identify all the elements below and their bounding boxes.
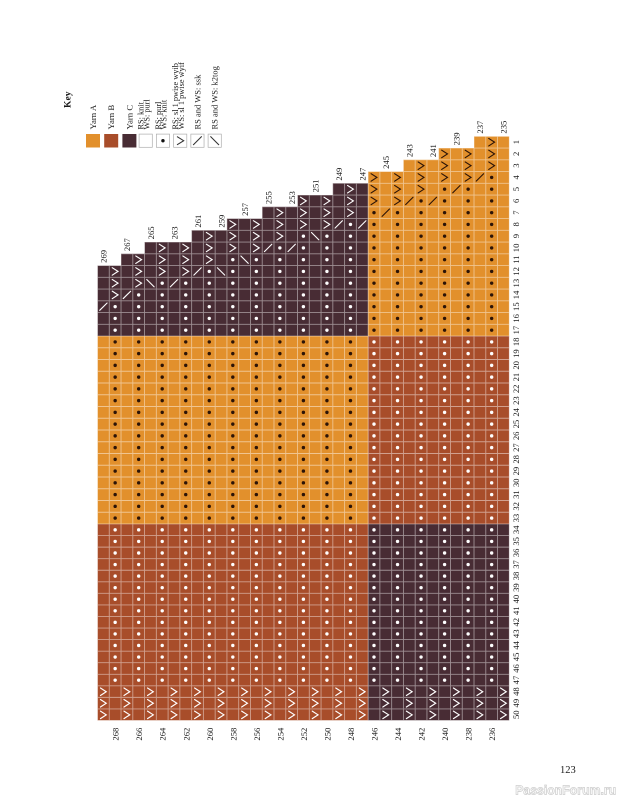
svg-text:247: 247 [358, 167, 368, 181]
svg-text:253: 253 [287, 191, 297, 204]
svg-text:50: 50 [511, 710, 521, 719]
svg-text:250: 250 [322, 728, 332, 741]
svg-text:RS and WS: ssk: RS and WS: ssk [192, 74, 202, 130]
svg-text:35: 35 [511, 537, 521, 546]
svg-text:2: 2 [511, 152, 521, 156]
svg-text:10: 10 [511, 244, 521, 253]
svg-text:257: 257 [240, 202, 250, 216]
svg-text:235: 235 [499, 121, 509, 134]
svg-text:6: 6 [511, 198, 521, 203]
svg-text:40: 40 [511, 595, 521, 604]
svg-text:20: 20 [511, 361, 521, 370]
svg-text:31: 31 [511, 490, 521, 499]
svg-text:246: 246 [370, 727, 380, 741]
svg-text:260: 260 [205, 728, 215, 741]
svg-text:41: 41 [511, 606, 521, 615]
svg-text:238: 238 [464, 728, 474, 741]
svg-text:251: 251 [310, 179, 320, 192]
svg-text:237: 237 [475, 120, 485, 134]
svg-text:245: 245 [381, 156, 391, 169]
svg-text:39: 39 [511, 583, 521, 592]
svg-text:267: 267 [122, 237, 132, 251]
svg-text:RS: sl 1 pwise wyib: RS: sl 1 pwise wyib [171, 63, 180, 129]
svg-text:11: 11 [511, 256, 521, 264]
svg-text:243: 243 [405, 144, 415, 157]
svg-text:266: 266 [134, 727, 144, 741]
svg-text:261: 261 [193, 215, 203, 228]
svg-text:36: 36 [511, 548, 521, 557]
svg-text:263: 263 [169, 226, 179, 239]
svg-text:25: 25 [511, 420, 521, 429]
svg-text:RS and WS: k2tog: RS and WS: k2tog [210, 65, 220, 129]
svg-text:42: 42 [511, 618, 521, 627]
svg-text:262: 262 [181, 728, 191, 741]
svg-text:29: 29 [511, 467, 521, 476]
svg-text:264: 264 [158, 727, 168, 741]
svg-text:18: 18 [511, 338, 521, 347]
svg-text:269: 269 [99, 250, 109, 263]
svg-text:WS: knit: WS: knit [160, 99, 169, 129]
svg-text:265: 265 [146, 226, 156, 239]
svg-text:239: 239 [452, 132, 462, 145]
svg-text:34: 34 [511, 525, 521, 534]
svg-text:19: 19 [511, 349, 521, 358]
svg-text:254: 254 [275, 727, 285, 741]
svg-text:47: 47 [511, 675, 521, 684]
svg-text:9: 9 [511, 234, 521, 238]
svg-text:12: 12 [511, 267, 521, 276]
svg-text:1: 1 [511, 140, 521, 144]
svg-text:PassionForum.ru: PassionForum.ru [515, 783, 616, 798]
svg-text:248: 248 [346, 728, 356, 741]
svg-text:5: 5 [511, 187, 521, 191]
svg-text:46: 46 [511, 663, 521, 672]
svg-text:WS: purl: WS: purl [142, 99, 151, 130]
svg-text:241: 241 [428, 144, 438, 157]
svg-text:123: 123 [560, 765, 576, 776]
svg-text:RS: knit: RS: knit [137, 101, 146, 129]
svg-text:240: 240 [440, 728, 450, 741]
svg-text:26: 26 [511, 431, 521, 440]
svg-text:48: 48 [511, 687, 521, 696]
svg-text:24: 24 [511, 407, 521, 416]
svg-text:27: 27 [511, 443, 521, 452]
svg-text:Yarn C: Yarn C [124, 105, 134, 130]
svg-text:Key: Key [63, 91, 74, 108]
svg-text:244: 244 [393, 727, 403, 741]
svg-text:249: 249 [334, 168, 344, 181]
svg-text:23: 23 [511, 396, 521, 405]
svg-text:28: 28 [511, 455, 521, 464]
svg-text:256: 256 [252, 727, 262, 741]
svg-text:13: 13 [511, 279, 521, 288]
svg-text:RS: purl: RS: purl [154, 101, 163, 130]
svg-text:7: 7 [511, 210, 521, 215]
svg-text:44: 44 [511, 640, 521, 649]
svg-text:15: 15 [511, 302, 521, 311]
svg-text:242: 242 [417, 728, 427, 741]
svg-text:258: 258 [228, 728, 238, 741]
svg-text:WS: sl 1 pwise wyif: WS: sl 1 pwise wyif [177, 62, 186, 130]
svg-text:38: 38 [511, 572, 521, 581]
svg-text:236: 236 [487, 727, 497, 741]
svg-text:22: 22 [511, 385, 521, 394]
svg-text:49: 49 [511, 699, 521, 708]
svg-text:14: 14 [511, 290, 521, 299]
svg-text:33: 33 [511, 514, 521, 523]
svg-text:43: 43 [511, 630, 521, 639]
svg-text:268: 268 [111, 728, 121, 741]
svg-text:17: 17 [511, 325, 521, 334]
svg-text:37: 37 [511, 559, 521, 568]
svg-text:4: 4 [511, 175, 521, 180]
svg-text:16: 16 [511, 313, 521, 322]
svg-text:21: 21 [511, 373, 521, 382]
svg-text:30: 30 [511, 479, 521, 488]
svg-text:Yarn B: Yarn B [106, 105, 116, 130]
svg-text:255: 255 [263, 191, 273, 204]
svg-text:32: 32 [511, 502, 521, 511]
svg-text:45: 45 [511, 653, 521, 662]
svg-text:252: 252 [299, 728, 309, 741]
svg-text:259: 259 [216, 215, 226, 228]
svg-text:8: 8 [511, 222, 521, 226]
svg-text:Yarn A: Yarn A [88, 104, 98, 129]
svg-text:3: 3 [511, 164, 521, 168]
